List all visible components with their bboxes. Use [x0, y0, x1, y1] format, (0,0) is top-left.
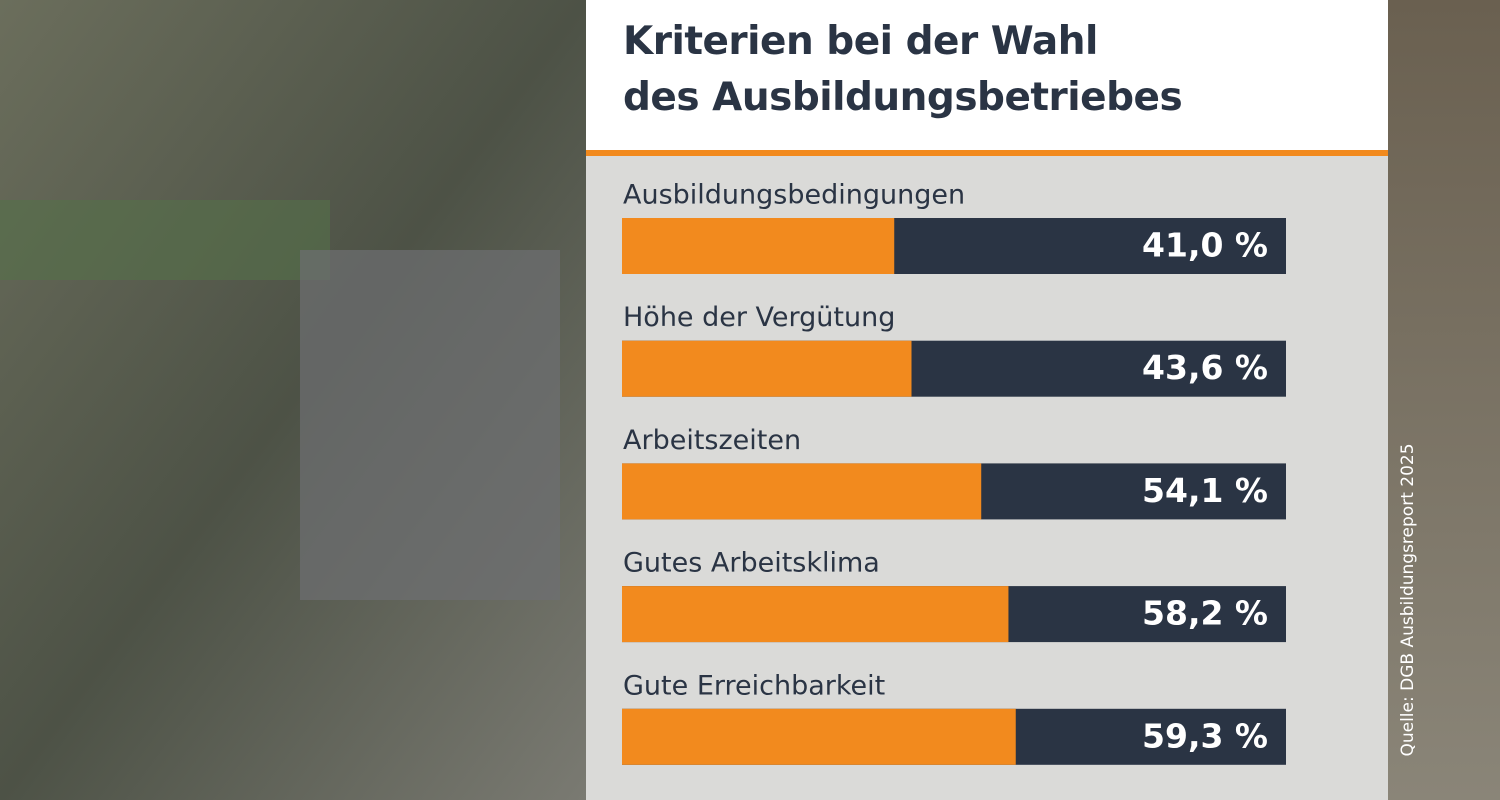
background-photo: [1388, 0, 1500, 800]
title-underline: [586, 150, 1388, 156]
background-photo: [300, 250, 560, 600]
bar: [622, 218, 895, 274]
title-line: Kriterien bei der Wahl: [623, 19, 1098, 64]
value-label: 58,2 %: [1142, 594, 1268, 633]
value-label: 43,6 %: [1142, 348, 1268, 387]
bar: [622, 340, 912, 397]
title-line: des Ausbildungsbetriebes: [623, 75, 1183, 120]
background-photo: [0, 200, 330, 280]
value-label: 41,0 %: [1142, 226, 1268, 265]
value-label: 59,3 %: [1142, 716, 1268, 755]
category-label: Ausbildungsbedingungen: [623, 180, 965, 211]
bar: [622, 586, 1009, 643]
bar: [622, 463, 982, 520]
category-label: Gute Erreichbarkeit: [623, 670, 885, 701]
category-label: Höhe der Vergütung: [623, 302, 895, 333]
bar: [622, 708, 1016, 765]
chart-title: Kriterien bei der Wahl des Ausbildungsbe…: [623, 14, 1183, 126]
value-label: 54,1 %: [1142, 471, 1268, 510]
category-label: Gutes Arbeitsklima: [623, 548, 880, 579]
title-panel: [586, 0, 1388, 152]
category-label: Arbeitszeiten: [623, 425, 801, 456]
source: Quelle: DGB Ausbildungsreport 2025: [1398, 443, 1418, 756]
